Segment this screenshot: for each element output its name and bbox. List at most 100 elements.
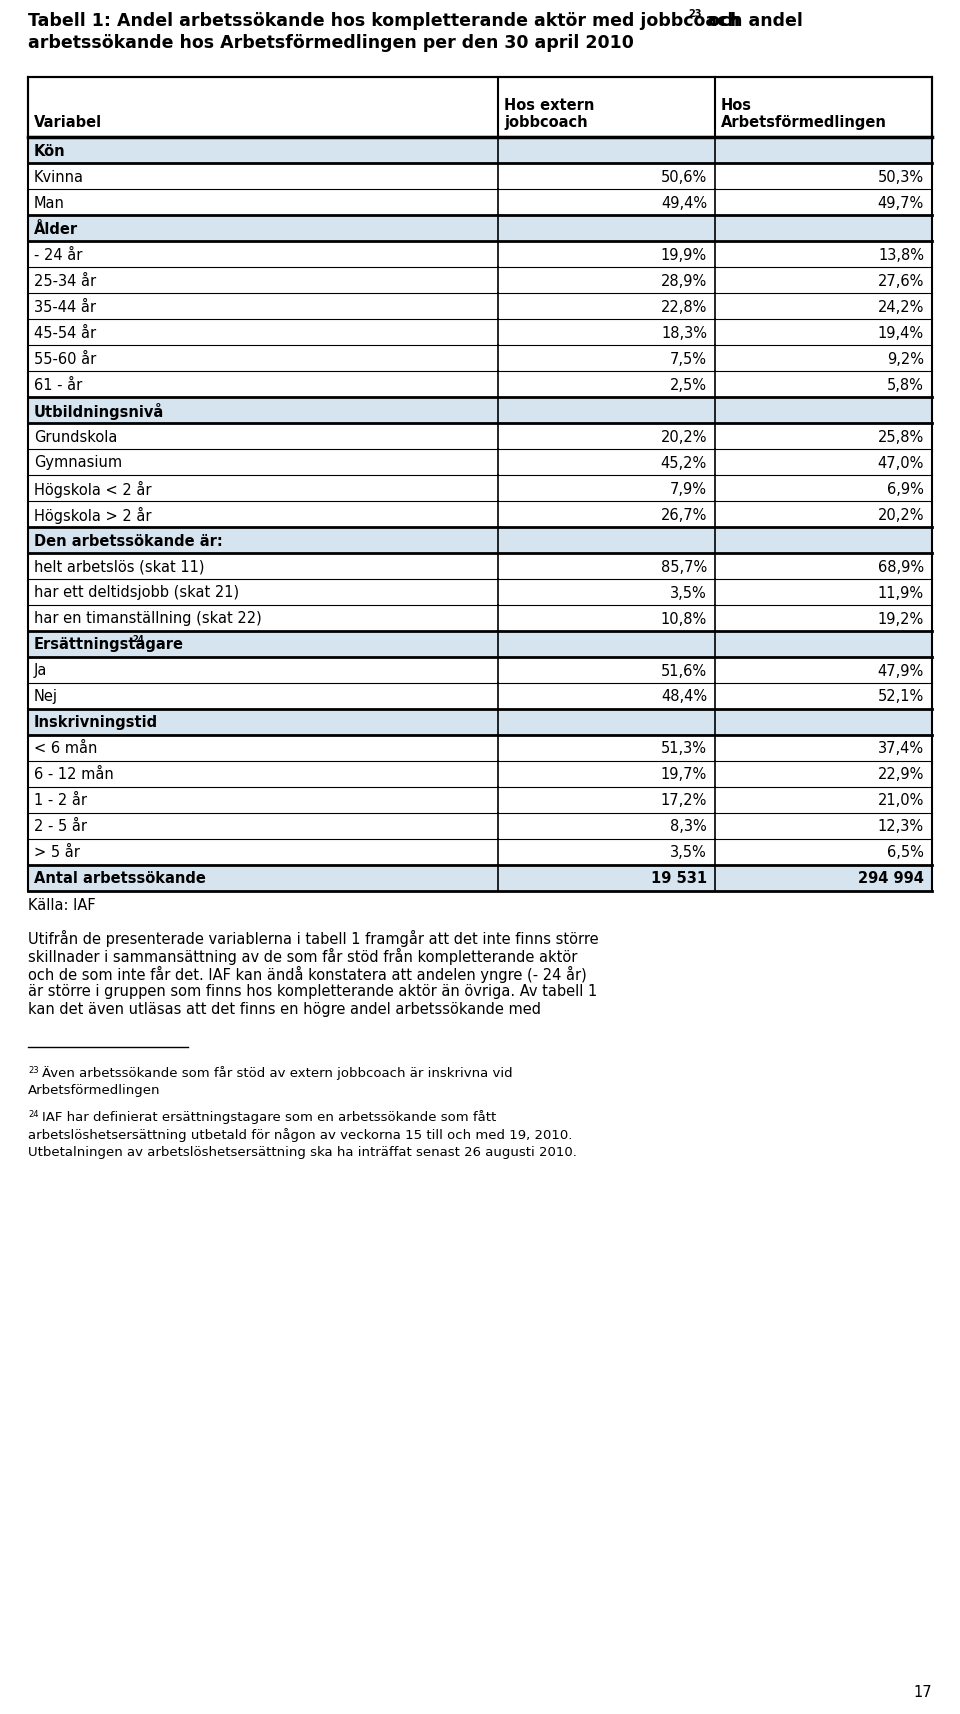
- Text: 18,3%: 18,3%: [661, 326, 707, 341]
- Bar: [28, 787, 932, 814]
- Text: Ersättningstagare: Ersättningstagare: [34, 638, 184, 651]
- Text: 19,7%: 19,7%: [660, 768, 707, 782]
- Text: Källa: IAF: Källa: IAF: [28, 898, 96, 912]
- Text: 47,0%: 47,0%: [877, 456, 924, 470]
- Text: Utifrån de presenterade variablerna i tabell 1 framgår att det inte finns större: Utifrån de presenterade variablerna i ta…: [28, 929, 599, 946]
- Text: 22,8%: 22,8%: [660, 300, 707, 314]
- Text: 2,5%: 2,5%: [670, 377, 707, 393]
- Bar: [28, 165, 932, 190]
- Text: 19,9%: 19,9%: [660, 247, 707, 262]
- Text: 19,4%: 19,4%: [877, 326, 924, 341]
- Bar: [28, 814, 932, 840]
- Bar: [28, 346, 932, 372]
- Bar: [28, 761, 932, 787]
- Text: 3,5%: 3,5%: [670, 584, 707, 600]
- Bar: [28, 449, 932, 476]
- Bar: [28, 658, 932, 684]
- Text: Utbetalningen av arbetslöshetsersättning ska ha inträffat senast 26 augusti 2010: Utbetalningen av arbetslöshetsersättning…: [28, 1145, 577, 1159]
- Bar: [28, 605, 932, 632]
- Bar: [28, 216, 932, 242]
- Text: Den arbetssökande är:: Den arbetssökande är:: [34, 533, 223, 548]
- Bar: [28, 735, 932, 761]
- Text: 21,0%: 21,0%: [877, 794, 924, 807]
- Text: 85,7%: 85,7%: [660, 559, 707, 574]
- Text: Även arbetssökande som får stöd av extern jobbcoach är inskrivna vid: Även arbetssökande som får stöd av exter…: [42, 1066, 513, 1080]
- Bar: [28, 684, 932, 710]
- Text: 10,8%: 10,8%: [660, 612, 707, 626]
- Text: Kvinna: Kvinna: [34, 170, 84, 185]
- Bar: [28, 372, 932, 398]
- Text: skillnader i sammansättning av de som får stöd från kompletterande aktör: skillnader i sammansättning av de som få…: [28, 948, 577, 965]
- Text: kan det även utläsas att det finns en högre andel arbetssökande med: kan det även utläsas att det finns en hö…: [28, 1001, 541, 1016]
- Text: Hos
Arbetsförmedlingen: Hos Arbetsförmedlingen: [721, 98, 887, 130]
- Bar: [28, 579, 932, 605]
- Text: 55-60 år: 55-60 år: [34, 351, 96, 367]
- Bar: [28, 242, 932, 267]
- Text: 6 - 12 mån: 6 - 12 mån: [34, 768, 113, 782]
- Bar: [28, 321, 932, 346]
- Text: 52,1%: 52,1%: [877, 689, 924, 704]
- Text: 26,7%: 26,7%: [660, 507, 707, 523]
- Text: 47,9%: 47,9%: [877, 663, 924, 679]
- Text: 25,8%: 25,8%: [877, 428, 924, 444]
- Text: 3,5%: 3,5%: [670, 845, 707, 860]
- Text: 13,8%: 13,8%: [878, 247, 924, 262]
- Text: Grundskola: Grundskola: [34, 428, 117, 444]
- Text: 23: 23: [688, 9, 702, 19]
- Text: 12,3%: 12,3%: [877, 819, 924, 835]
- Text: 50,6%: 50,6%: [660, 170, 707, 185]
- Text: 1 - 2 år: 1 - 2 år: [34, 794, 87, 807]
- Text: är större i gruppen som finns hos kompletterande aktör än övriga. Av tabell 1: är större i gruppen som finns hos komple…: [28, 984, 597, 999]
- Text: - 24 år: - 24 år: [34, 247, 83, 262]
- Text: 50,3%: 50,3%: [877, 170, 924, 185]
- Text: 19 531: 19 531: [651, 871, 707, 886]
- Text: Ja: Ja: [34, 663, 47, 679]
- Bar: [28, 77, 932, 137]
- Text: Kön: Kön: [34, 144, 65, 158]
- Bar: [28, 840, 932, 866]
- Text: < 6 mån: < 6 mån: [34, 740, 97, 756]
- Text: arbetssökande hos Arbetsförmedlingen per den 30 april 2010: arbetssökande hos Arbetsförmedlingen per…: [28, 34, 634, 51]
- Text: 49,7%: 49,7%: [877, 195, 924, 211]
- Text: 24,2%: 24,2%: [877, 300, 924, 314]
- Text: 20,2%: 20,2%: [660, 428, 707, 444]
- Text: 25-34 år: 25-34 år: [34, 273, 96, 288]
- Text: 294 994: 294 994: [858, 871, 924, 886]
- Bar: [28, 528, 932, 554]
- Text: Antal arbetssökande: Antal arbetssökande: [34, 871, 205, 886]
- Text: 28,9%: 28,9%: [660, 273, 707, 288]
- Text: 2 - 5 år: 2 - 5 år: [34, 819, 87, 835]
- Text: 51,6%: 51,6%: [660, 663, 707, 679]
- Text: 22,9%: 22,9%: [877, 768, 924, 782]
- Text: 45-54 år: 45-54 år: [34, 326, 96, 341]
- Text: 68,9%: 68,9%: [877, 559, 924, 574]
- Text: Arbetsförmedlingen: Arbetsförmedlingen: [28, 1083, 160, 1097]
- Text: 6,5%: 6,5%: [887, 845, 924, 860]
- Text: har en timanställning (skat 22): har en timanställning (skat 22): [34, 612, 262, 626]
- Text: 5,8%: 5,8%: [887, 377, 924, 393]
- Text: och de som inte får det. IAF kan ändå konstatera att andelen yngre (- 24 år): och de som inte får det. IAF kan ändå ko…: [28, 965, 587, 982]
- Text: 24: 24: [28, 1109, 38, 1118]
- Text: Man: Man: [34, 195, 65, 211]
- Text: helt arbetslös (skat 11): helt arbetslös (skat 11): [34, 559, 204, 574]
- Text: Utbildningsnivå: Utbildningsnivå: [34, 403, 164, 420]
- Text: har ett deltidsjobb (skat 21): har ett deltidsjobb (skat 21): [34, 584, 239, 600]
- Text: 17: 17: [913, 1685, 932, 1699]
- Text: 37,4%: 37,4%: [877, 740, 924, 756]
- Bar: [28, 77, 932, 137]
- Bar: [28, 866, 932, 891]
- Text: 7,9%: 7,9%: [670, 482, 707, 497]
- Text: 23: 23: [28, 1066, 38, 1075]
- Bar: [28, 137, 932, 165]
- Text: 8,3%: 8,3%: [670, 819, 707, 835]
- Text: 9,2%: 9,2%: [887, 351, 924, 367]
- Text: 11,9%: 11,9%: [877, 584, 924, 600]
- Bar: [28, 554, 932, 579]
- Text: 24: 24: [132, 634, 144, 643]
- Text: 6,9%: 6,9%: [887, 482, 924, 497]
- Bar: [28, 632, 932, 658]
- Bar: [28, 710, 932, 735]
- Text: IAF har definierat ersättningstagare som en arbetssökande som fått: IAF har definierat ersättningstagare som…: [42, 1109, 496, 1123]
- Text: Ålder: Ålder: [34, 221, 78, 237]
- Text: Gymnasium: Gymnasium: [34, 456, 122, 470]
